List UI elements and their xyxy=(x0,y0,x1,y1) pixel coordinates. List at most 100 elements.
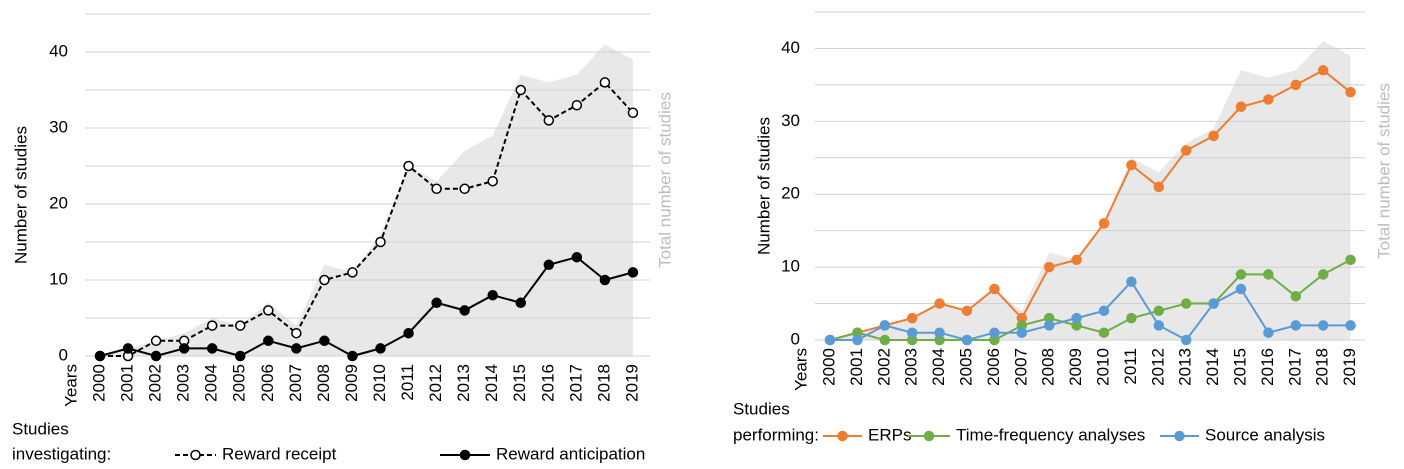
point xyxy=(1317,269,1329,280)
x-tick-label: 2015 xyxy=(1230,348,1249,386)
point xyxy=(150,350,162,362)
point xyxy=(375,236,386,248)
point xyxy=(263,335,274,347)
point xyxy=(879,320,891,331)
x-tick-label: 2012 xyxy=(426,364,445,402)
point xyxy=(206,320,218,331)
x-tick-label: 2003 xyxy=(902,348,921,386)
point xyxy=(961,305,973,317)
point xyxy=(599,77,611,88)
x-tick-label: 2010 xyxy=(1093,348,1112,386)
y-tick-label: 20 xyxy=(49,193,68,212)
legend-marker xyxy=(1174,430,1185,442)
point xyxy=(1126,312,1137,324)
point xyxy=(206,343,218,354)
point xyxy=(989,283,1000,295)
x-tick-label: 2007 xyxy=(286,364,305,402)
x-tick-label: 2013 xyxy=(1176,348,1195,386)
y2-axis-label: Total number of studies xyxy=(1374,83,1393,259)
point xyxy=(627,107,639,119)
legend-label: Reward receipt xyxy=(222,444,337,463)
x-tick-label: 2000 xyxy=(89,364,108,402)
point xyxy=(347,267,358,278)
point xyxy=(961,334,973,346)
total-area xyxy=(830,41,1351,341)
y-tick-label: 0 xyxy=(59,345,68,364)
point xyxy=(852,334,863,346)
x-tick-label: 2015 xyxy=(510,364,529,402)
point xyxy=(1263,327,1274,338)
legend-label: Time-frequency analyses xyxy=(956,425,1145,444)
point xyxy=(1098,327,1110,338)
point xyxy=(515,297,526,309)
x-tick-label: 2019 xyxy=(622,364,641,402)
x-tick-label: 2018 xyxy=(1313,348,1332,386)
point xyxy=(319,274,330,286)
x-tick-label: 2018 xyxy=(594,364,613,402)
point xyxy=(487,175,498,187)
point xyxy=(906,312,918,324)
point xyxy=(1098,218,1110,229)
point xyxy=(1016,327,1028,338)
point xyxy=(543,115,555,126)
point xyxy=(1317,65,1329,76)
legend-marker xyxy=(837,430,848,442)
point xyxy=(1071,312,1082,324)
point xyxy=(431,297,442,309)
y-tick-label: 40 xyxy=(781,38,800,57)
point xyxy=(1290,79,1302,91)
legend-title: Studies xyxy=(12,419,69,438)
point xyxy=(319,335,330,347)
point xyxy=(1235,283,1247,295)
point xyxy=(571,251,583,263)
y-tick-label: 10 xyxy=(781,257,800,276)
legend-marker xyxy=(459,449,471,461)
point xyxy=(375,343,386,354)
x-tick-label: 2001 xyxy=(118,364,137,402)
legend-marker xyxy=(190,449,201,461)
point xyxy=(1043,261,1055,273)
x-tick-label: 2014 xyxy=(1203,348,1222,386)
point xyxy=(1098,305,1110,317)
x-tick-label: 2011 xyxy=(1121,348,1140,385)
point xyxy=(824,334,836,346)
x-tick-label: 2012 xyxy=(1148,348,1167,386)
y-tick-label: 40 xyxy=(49,41,68,60)
point xyxy=(1153,181,1165,193)
x-tick-label: 2002 xyxy=(146,364,165,402)
x-axis-label: Years xyxy=(791,348,810,391)
x-tick-label: 2005 xyxy=(956,348,975,386)
point xyxy=(1290,291,1302,302)
x-tick-label: 2000 xyxy=(819,348,838,386)
x-tick-label: 2008 xyxy=(1039,348,1058,386)
point xyxy=(1263,269,1274,280)
point xyxy=(1290,320,1302,331)
point xyxy=(1235,269,1247,280)
y-tick-label: 0 xyxy=(791,329,800,348)
point xyxy=(235,320,246,331)
x-tick-label: 2005 xyxy=(230,364,249,402)
point xyxy=(263,305,274,316)
point xyxy=(1180,334,1192,346)
point xyxy=(571,99,583,111)
point xyxy=(934,298,945,309)
point xyxy=(1235,101,1247,113)
x-tick-label: 2009 xyxy=(342,364,361,402)
point xyxy=(178,343,190,354)
x-axis-label: Years xyxy=(61,364,80,407)
x-tick-label: 2003 xyxy=(174,364,193,402)
point xyxy=(291,327,302,339)
legend-label: ERPs xyxy=(868,425,911,444)
x-tick-label: 2004 xyxy=(202,364,221,402)
point xyxy=(879,334,891,346)
point xyxy=(1317,320,1329,331)
point xyxy=(599,274,611,286)
legend-label: Source analysis xyxy=(1205,425,1325,444)
x-tick-label: 2011 xyxy=(398,364,417,401)
point xyxy=(291,343,302,354)
point xyxy=(1345,254,1356,266)
x-tick-label: 2016 xyxy=(1258,348,1277,386)
point xyxy=(1345,320,1356,331)
point xyxy=(989,327,1000,338)
